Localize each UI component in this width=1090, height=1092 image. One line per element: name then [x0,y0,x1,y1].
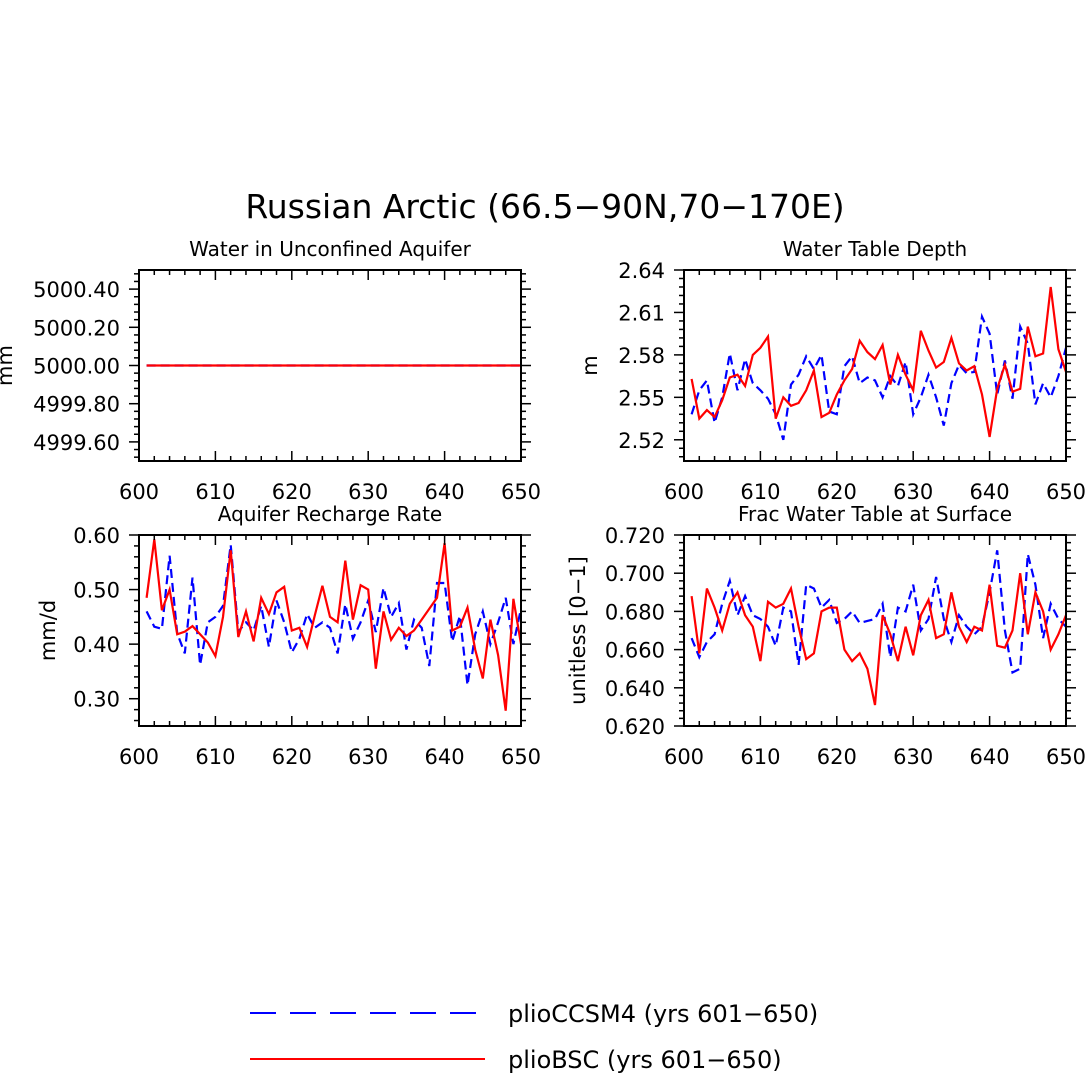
panel-title: Water Table Depth [783,237,967,261]
x-tick-label: 630 [893,745,933,769]
panels: 600 610 620 630 640 650 4999.60 4999.80 5000.00 5… [0,237,1086,769]
y-axis-label: mm/d [36,600,60,661]
series-pliocsm4-line [690,550,1066,675]
y-tick-label: 0.60 [73,524,120,548]
x-tick-label: 600 [119,745,159,769]
x-tick-label: 650 [1046,480,1086,504]
y-tick-label: 5000.20 [33,316,120,340]
y-tick-label: 5000.00 [33,355,120,379]
x-tick-label: 600 [664,745,704,769]
y-tick-label: 2.64 [618,259,665,283]
x-tick-label: 630 [348,745,388,769]
series-pliocsm4-line [145,544,521,686]
x-tick-label: 620 [272,745,312,769]
y-tick-label: 0.720 [605,524,665,548]
series-pliobsc-line [690,286,1066,438]
y-tick-label: 2.61 [618,301,665,325]
x-tick-label: 610 [740,480,780,504]
y-tick-label: 0.50 [73,579,120,603]
x-tick-label: 640 [970,745,1010,769]
panel-1: 600 610 620 630 640 650 4999.60 4999.80 5000.00 5… [0,237,541,504]
x-tick-label: 620 [272,480,312,504]
y-tick-label: 0.640 [605,677,665,701]
figure-title: Russian Arctic (66.5−90N,70−170E) [245,187,844,226]
x-tick-label: 630 [893,480,933,504]
y-tick-label: 5000.40 [33,278,120,302]
x-tick-label: 640 [425,745,465,769]
series-pliobsc-line [690,573,1066,706]
x-tick-label: 610 [195,745,235,769]
plot-frame [683,269,1067,462]
plot-frame [138,534,522,727]
y-tick-label: 2.58 [618,344,665,368]
y-tick-label: 0.700 [605,562,665,586]
x-tick-label: 650 [501,480,541,504]
x-tick-label: 630 [348,480,388,504]
panel-2: 600 610 620 630 640 650 2.52 2.55 2.58 2.61 2.64 Wa… [578,237,1086,504]
x-tick-label: 650 [501,745,541,769]
y-tick-label: 4999.80 [33,393,120,417]
y-tick-label: 0.30 [73,688,120,712]
series-pliobsc-line [145,539,521,711]
y-axis-label: m [578,355,602,375]
x-tick-label: 620 [817,480,857,504]
y-tick-label: 0.620 [605,715,665,739]
panel-4: 600 610 620 630 640 650 0.620 0.640 0.660 0.680 0.… [566,502,1086,769]
x-tick-label: 600 [119,480,159,504]
x-tick-label: 600 [664,480,704,504]
legend-label-pliocsm4: plioCCSM4 (yrs 601−650) [508,1000,818,1028]
x-tick-label: 640 [970,480,1010,504]
legend: plioCCSM4 (yrs 601−650) plioBSC (yrs 601… [250,1000,818,1074]
y-tick-label: 0.660 [605,639,665,663]
y-tick-label: 2.52 [618,429,665,453]
x-tick-label: 610 [740,745,780,769]
x-tick-label: 610 [195,480,235,504]
y-tick-label: 0.680 [605,600,665,624]
y-tick-label: 0.40 [73,633,120,657]
y-tick-label: 4999.60 [33,431,120,455]
legend-label-pliobsc: plioBSC (yrs 601−650) [508,1046,782,1074]
y-axis-label: mm [0,345,17,386]
panel-title: Aquifer Recharge Rate [218,502,443,526]
x-tick-label: 640 [425,480,465,504]
panel-3: 600 610 620 630 640 650 0.30 0.40 0.50 0.60 Aquife… [36,502,541,769]
x-tick-label: 620 [817,745,857,769]
plot-frame [683,534,1067,727]
y-axis-label: unitless [0−1] [566,556,590,705]
panel-title: Water in Unconfined Aquifer [189,237,472,261]
panel-title: Frac Water Table at Surface [738,502,1012,526]
x-tick-label: 650 [1046,745,1086,769]
y-tick-label: 2.55 [618,386,665,410]
